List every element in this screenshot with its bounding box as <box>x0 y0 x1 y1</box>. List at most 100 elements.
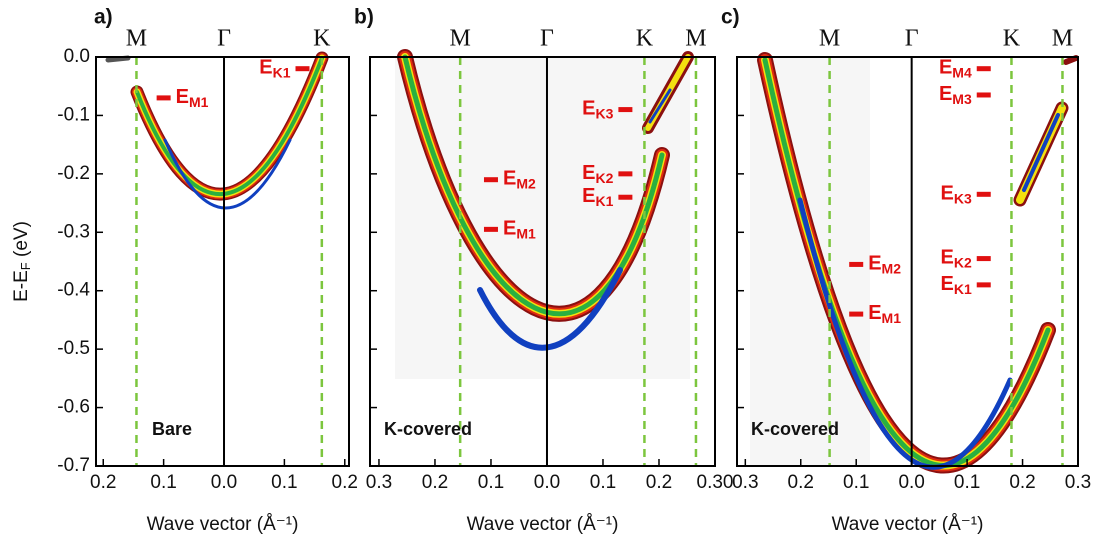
x-axis-label: Wave vector (Å⁻¹) <box>832 514 984 535</box>
y-tick-label: -0.7 <box>57 455 90 476</box>
energy-label: EM1 <box>503 218 536 241</box>
plot-frame <box>736 56 1079 467</box>
energy-label: EM2 <box>868 253 901 276</box>
x-tick-label: 0.1 <box>271 472 297 493</box>
energy-label-main: E <box>939 83 952 105</box>
y-tick-label: -0.6 <box>57 397 90 418</box>
y-tick-label: -0.3 <box>57 221 90 242</box>
energy-label-main: E <box>939 57 952 79</box>
x-tick-label: 0.1 <box>590 472 616 493</box>
energy-label-sub: M1 <box>516 225 536 241</box>
symmetry-label: K <box>1003 26 1021 52</box>
energy-label-main: E <box>940 247 953 269</box>
x-tick-label: 0.2 <box>90 472 116 493</box>
energy-label-main: E <box>868 302 881 324</box>
energy-label-sub: K2 <box>954 254 972 270</box>
symmetry-label: M <box>819 26 840 52</box>
energy-label: EM2 <box>503 168 536 191</box>
energy-label: EK1 <box>940 273 971 296</box>
band-a <box>105 51 329 210</box>
energy-label-main: E <box>503 168 516 190</box>
energy-label-sub: M1 <box>189 94 209 110</box>
energy-label-main: E <box>940 273 953 295</box>
energy-label: EK1 <box>582 186 613 209</box>
symmetry-label: K <box>636 26 654 52</box>
energy-label-sub: M2 <box>882 260 902 276</box>
energy-label: EM1 <box>868 302 901 325</box>
energy-label-main: E <box>582 162 595 184</box>
energy-label-main: E <box>582 186 595 208</box>
energy-label-main: E <box>259 57 272 79</box>
y-axis-label: E-EF (eV) <box>11 221 33 302</box>
x-axis-label: Wave vector (Å⁻¹) <box>467 514 619 535</box>
x-tick-label: 0.1 <box>478 472 504 493</box>
sample-label: Bare <box>152 419 192 439</box>
energy-label-main: E <box>868 253 881 275</box>
x-tick-label: 0.3 <box>366 472 392 493</box>
symmetry-label: M <box>1052 26 1073 52</box>
energy-label: EK2 <box>582 162 613 185</box>
energy-label-sub: K1 <box>595 193 613 209</box>
x-tick-label: 0.2 <box>788 472 814 493</box>
y-tick-label: -0.5 <box>57 338 90 359</box>
y-tick-label: -0.2 <box>57 163 90 184</box>
energy-label: EM4 <box>939 57 972 80</box>
y-tick-label: -0.4 <box>57 280 90 301</box>
panel-label: c) <box>721 6 740 29</box>
x-axis-label: Wave vector (Å⁻¹) <box>147 514 299 535</box>
energy-label: EM1 <box>176 86 209 109</box>
energy-label-sub: K2 <box>595 170 613 186</box>
energy-label-main: E <box>940 183 953 205</box>
x-tick-label: 0.1 <box>150 472 176 493</box>
x-tick-label: 0.30 <box>697 472 734 493</box>
band-intensity <box>105 49 1079 474</box>
energy-label: EM3 <box>939 83 972 106</box>
plot-frame <box>95 56 350 467</box>
energy-label: EK1 <box>259 57 290 80</box>
y-tick-label: 0.0 <box>64 46 90 67</box>
energy-label: EK2 <box>940 247 971 270</box>
y-tick-label: -0.1 <box>57 104 90 125</box>
x-tick-label: 0.2 <box>332 472 358 493</box>
panel-label: b) <box>354 6 374 29</box>
symmetry-label: Γ <box>905 26 919 52</box>
symmetry-label: M <box>685 26 706 52</box>
y-axis-label-sub: F <box>18 262 33 270</box>
x-tick-label: 0.3 <box>1065 472 1091 493</box>
energy-label-sub: M4 <box>952 64 972 80</box>
energy-label-sub: K3 <box>595 105 613 121</box>
symmetry-label: Γ <box>540 26 554 52</box>
x-tick-label: 0.2 <box>422 472 448 493</box>
band-c <box>757 52 1079 474</box>
symmetry-label: M <box>126 26 147 52</box>
sample-label: K-covered <box>751 419 839 439</box>
energy-label-sub: K3 <box>954 190 972 206</box>
x-tick-label: 0.1 <box>954 472 980 493</box>
x-tick-label: 0.1 <box>843 472 869 493</box>
symmetry-label: Γ <box>217 26 231 52</box>
y-axis-label-unit: (eV) <box>11 221 32 262</box>
x-tick-label: 0.2 <box>646 472 672 493</box>
x-tick-label: 0.2 <box>1009 472 1035 493</box>
sample-label: K-covered <box>384 419 472 439</box>
energy-label: EK3 <box>940 183 971 206</box>
plot-frame <box>369 56 716 467</box>
energy-label-main: E <box>176 86 189 108</box>
y-axis-label-main: E-E <box>11 270 32 302</box>
energy-label: EK3 <box>582 98 613 121</box>
x-tick-label: 0.0 <box>211 472 237 493</box>
symmetry-label: K <box>313 26 331 52</box>
energy-label-sub: K1 <box>273 64 291 80</box>
x-tick-label: 0.0 <box>898 472 924 493</box>
energy-label-sub: K1 <box>954 281 972 297</box>
x-tick-label: 0.0 <box>534 472 560 493</box>
energy-label-sub: M1 <box>882 310 902 326</box>
energy-label-main: E <box>503 218 516 240</box>
energy-label-sub: M3 <box>952 91 972 107</box>
energy-label-sub: M2 <box>516 175 536 191</box>
energy-label-main: E <box>582 98 595 120</box>
panel-label: a) <box>94 6 113 29</box>
x-tick-label: 0.3 <box>732 472 758 493</box>
symmetry-label: M <box>449 26 470 52</box>
